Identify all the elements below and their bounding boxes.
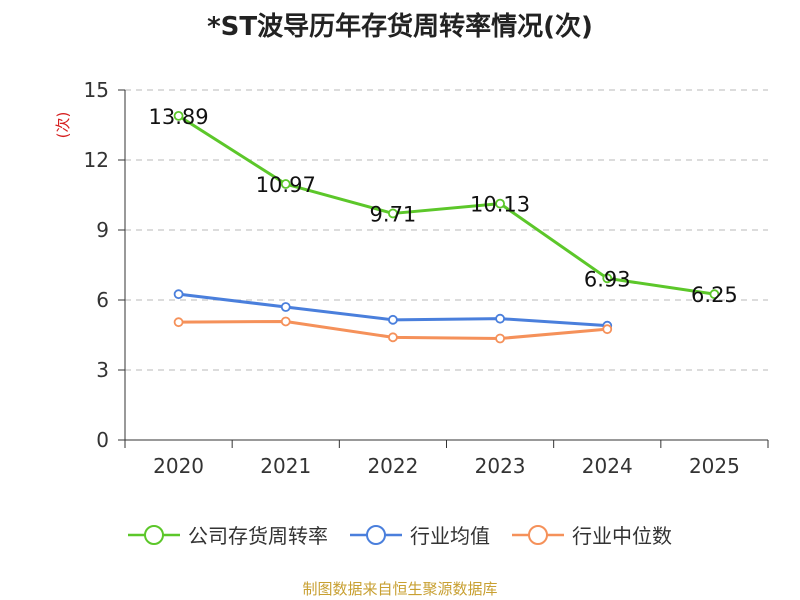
y-tick-label: 9 bbox=[96, 218, 109, 242]
grid-lines bbox=[125, 89, 768, 371]
legend-label: 行业中位数 bbox=[572, 524, 672, 548]
series-line bbox=[177, 114, 715, 296]
data-label: 6.25 bbox=[691, 283, 738, 307]
legend-marker-icon bbox=[350, 524, 402, 545]
legend-item[interactable]: 公司存货周转率 bbox=[128, 520, 328, 549]
x-tick-label: 2023 bbox=[475, 454, 526, 478]
data-label: 6.93 bbox=[584, 267, 631, 291]
axes: 0 3 6 9 12 15 2020 2021 2022 2023 2024 2025 (次) bbox=[54, 78, 769, 478]
legend-marker-icon bbox=[512, 524, 564, 545]
legend-marker-icon bbox=[128, 524, 180, 545]
data-point bbox=[602, 273, 613, 284]
data-point bbox=[280, 179, 291, 189]
data-point bbox=[602, 324, 613, 335]
legend: 公司存货周转率 行业均值 行业中位数 bbox=[0, 520, 800, 549]
legend-label: 行业均值 bbox=[410, 524, 490, 548]
data-point bbox=[173, 317, 184, 328]
data-label: 10.13 bbox=[470, 193, 530, 217]
data-point bbox=[495, 198, 505, 209]
data-point bbox=[709, 289, 720, 300]
data-point bbox=[495, 333, 505, 344]
x-tick-label: 2024 bbox=[582, 454, 633, 478]
legend-label: 公司存货周转率 bbox=[188, 524, 328, 548]
series-group bbox=[173, 111, 720, 344]
data-labels: 13.89 10.97 9.71 10.13 6.93 6.25 bbox=[149, 105, 738, 307]
data-point bbox=[173, 289, 184, 300]
source-note: 制图数据来自恒生聚源数据库 bbox=[302, 580, 498, 598]
y-tick-label: 15 bbox=[84, 78, 109, 102]
legend-item[interactable]: 行业均值 bbox=[350, 520, 490, 549]
data-label: 13.89 bbox=[149, 105, 209, 129]
y-axis-label: (次) bbox=[54, 112, 72, 139]
chart-title: *ST波导历年存货周转率情况(次) bbox=[207, 12, 593, 42]
data-point bbox=[388, 208, 398, 219]
y-tick-label: 12 bbox=[84, 148, 109, 172]
y-tick-label: 3 bbox=[96, 358, 109, 382]
data-point bbox=[173, 111, 184, 121]
data-label: 10.97 bbox=[256, 173, 316, 197]
data-point bbox=[388, 332, 398, 343]
legend-item[interactable]: 行业中位数 bbox=[512, 520, 672, 549]
data-label: 9.71 bbox=[370, 202, 417, 226]
x-tick-label: 2020 bbox=[153, 454, 204, 478]
y-tick-label: 6 bbox=[96, 288, 109, 312]
x-tick-label: 2022 bbox=[367, 454, 418, 478]
data-point bbox=[280, 302, 291, 312]
x-tick-label: 2021 bbox=[260, 454, 311, 478]
y-tick-label: 0 bbox=[96, 428, 109, 452]
x-tick-label: 2025 bbox=[689, 454, 740, 478]
data-point bbox=[495, 313, 505, 324]
data-point bbox=[280, 316, 291, 327]
data-point bbox=[388, 314, 398, 325]
